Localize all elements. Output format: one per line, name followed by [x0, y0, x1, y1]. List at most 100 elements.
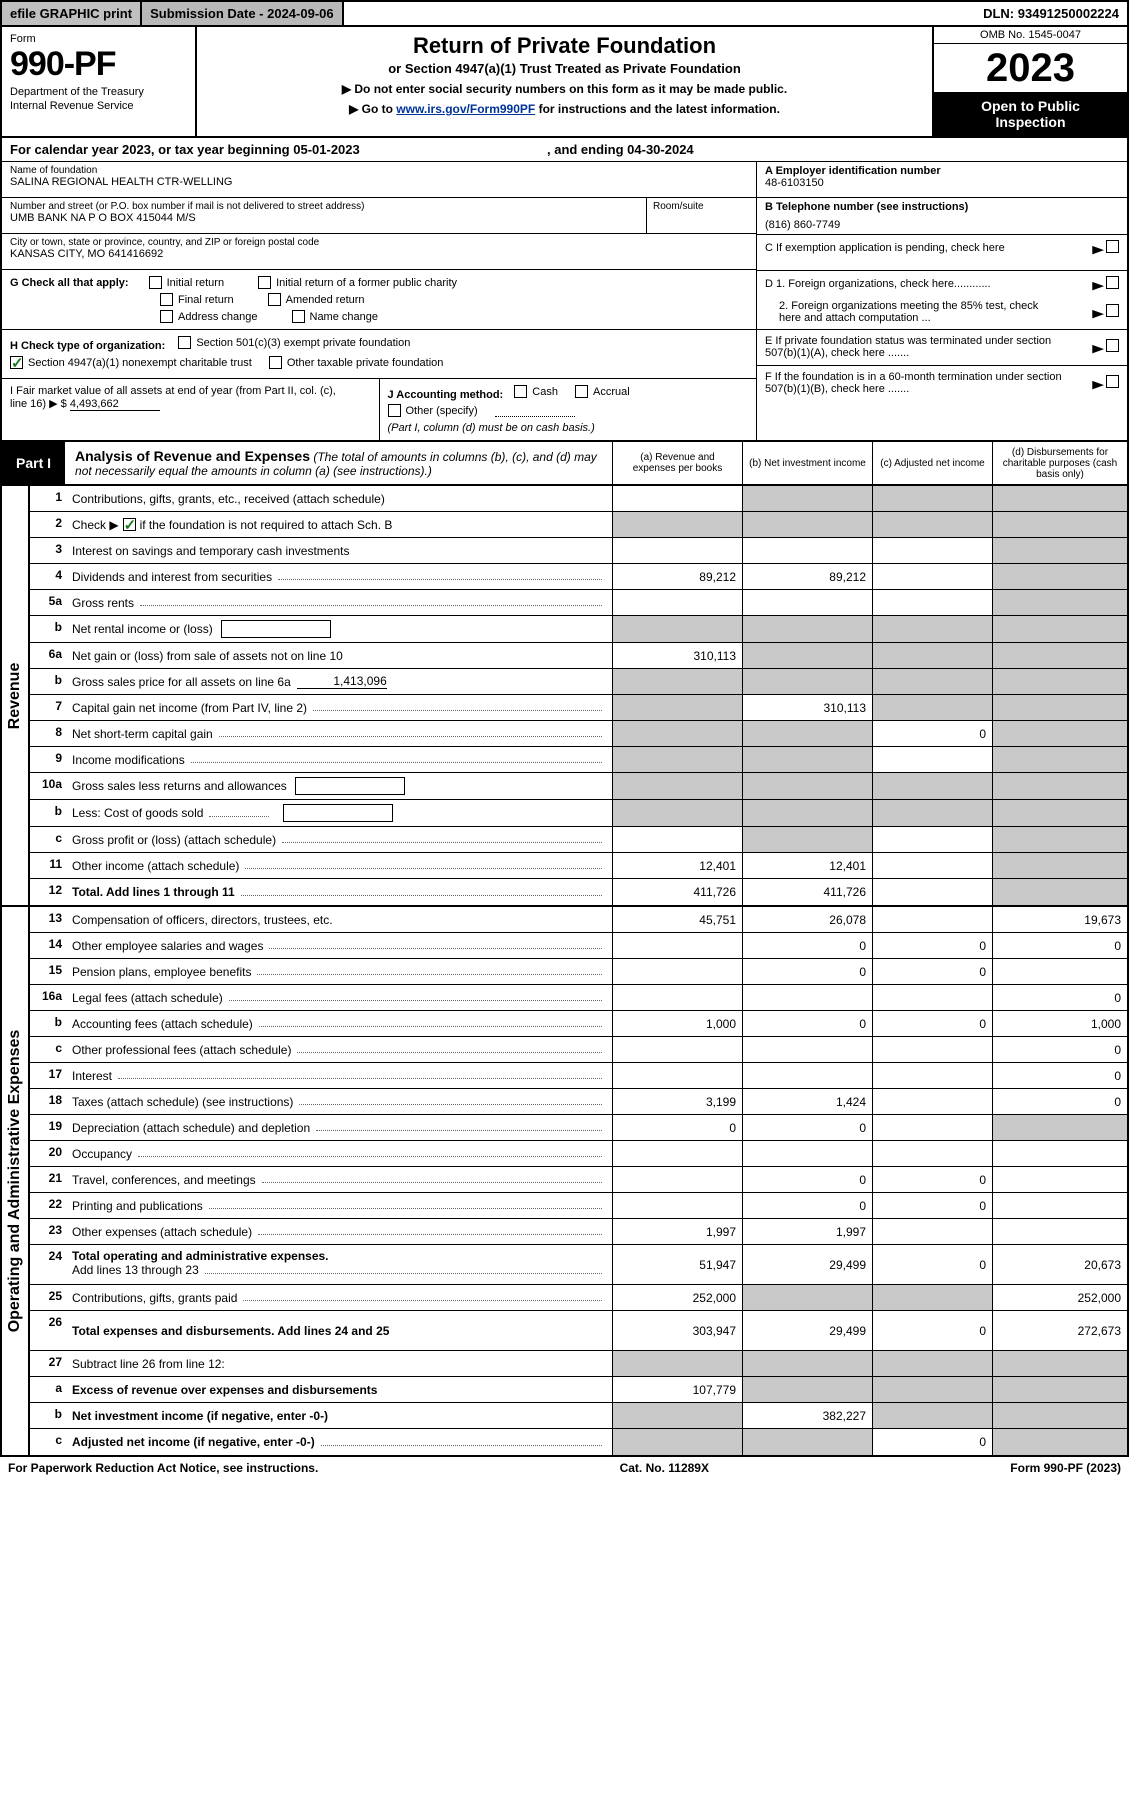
- d2-checkbox[interactable]: [1106, 304, 1119, 317]
- j-accrual[interactable]: Accrual: [575, 385, 630, 398]
- line-desc: Depreciation (attach schedule) and deple…: [68, 1115, 612, 1140]
- line-26: 26 Total expenses and disbursements. Add…: [30, 1311, 1127, 1351]
- cell-c: 0: [872, 721, 992, 746]
- g-address-change[interactable]: Address change: [160, 310, 258, 323]
- line-desc: Accounting fees (attach schedule): [68, 1011, 612, 1036]
- cell-b: [742, 669, 872, 694]
- l27c-text: Adjusted net income (if negative, enter …: [72, 1435, 315, 1449]
- arrow-icon: ▶: [1093, 342, 1105, 355]
- line-27c: c Adjusted net income (if negative, ente…: [30, 1429, 1127, 1455]
- revenue-side-label: Revenue: [2, 486, 30, 905]
- checkbox-icon: [388, 404, 401, 417]
- cell-d: [992, 1429, 1127, 1455]
- g-opt-1: Initial return of a former public charit…: [276, 277, 457, 289]
- line-1: 1 Contributions, gifts, grants, etc., re…: [30, 486, 1127, 512]
- part1-title: Analysis of Revenue and Expenses: [75, 448, 310, 464]
- checkbox-icon: [178, 336, 191, 349]
- g-initial-former[interactable]: Initial return of a former public charit…: [258, 276, 457, 289]
- line-desc: Pension plans, employee benefits: [68, 959, 612, 984]
- h-501c3[interactable]: Section 501(c)(3) exempt private foundat…: [178, 336, 410, 349]
- part1-header: Part I Analysis of Revenue and Expenses …: [0, 442, 1129, 486]
- expenses-table: Operating and Administrative Expenses 13…: [0, 907, 1129, 1457]
- line-num: 5a: [30, 590, 68, 615]
- cell-b: [742, 1037, 872, 1062]
- top-bar: efile GRAPHIC print Submission Date - 20…: [0, 0, 1129, 27]
- g-amended-return[interactable]: Amended return: [268, 293, 365, 306]
- footer-right: Form 990-PF (2023): [1010, 1461, 1121, 1475]
- g-opt-5: Name change: [310, 311, 379, 323]
- line-desc: Travel, conferences, and meetings: [68, 1167, 612, 1192]
- j-opt-3: Other (specify): [406, 405, 478, 417]
- cell-c: [872, 1219, 992, 1244]
- cell-c: 0: [872, 1429, 992, 1455]
- line-num: 11: [30, 853, 68, 878]
- j-other[interactable]: Other (specify): [388, 404, 478, 417]
- page-footer: For Paperwork Reduction Act Notice, see …: [0, 1457, 1129, 1479]
- d1-checkbox[interactable]: [1106, 276, 1119, 289]
- j-label: J Accounting method:: [388, 389, 504, 401]
- line-num: 21: [30, 1167, 68, 1192]
- line-6b: b Gross sales price for all assets on li…: [30, 669, 1127, 695]
- cell-d: [992, 959, 1127, 984]
- col-b-header: (b) Net investment income: [742, 442, 872, 484]
- line-desc: Total expenses and disbursements. Add li…: [68, 1311, 612, 1350]
- i-value: 4,493,662: [70, 398, 160, 411]
- f-checkbox[interactable]: [1106, 375, 1119, 388]
- g-initial-return[interactable]: Initial return: [149, 276, 224, 289]
- l7-text: Capital gain net income (from Part IV, l…: [72, 701, 307, 715]
- d2-text: 2. Foreign organizations meeting the 85%…: [765, 300, 1045, 324]
- line-11: 11 Other income (attach schedule) 12,401…: [30, 853, 1127, 879]
- l5b-box: [221, 620, 331, 638]
- cell-a: [612, 1063, 742, 1088]
- cell-a: 89,212: [612, 564, 742, 589]
- line-9: 9 Income modifications: [30, 747, 1127, 773]
- j-note: (Part I, column (d) must be on cash basi…: [388, 422, 749, 434]
- cell-a: [612, 800, 742, 826]
- line-desc: Gross sales less returns and allowances: [68, 773, 612, 799]
- i-text2: line 16) ▶ $: [10, 398, 67, 410]
- form-title: Return of Private Foundation: [207, 33, 922, 59]
- cell-b: [742, 827, 872, 852]
- checkbox-icon: [160, 293, 173, 306]
- cell-c: 0: [872, 1167, 992, 1192]
- c-checkbox[interactable]: [1106, 240, 1119, 253]
- e-checkbox[interactable]: [1106, 339, 1119, 352]
- arrow-icon: ▶: [1093, 378, 1105, 391]
- j-cash[interactable]: Cash: [514, 385, 558, 398]
- irs-link[interactable]: www.irs.gov/Form990PF: [396, 102, 535, 116]
- form-note-link: ▶ Go to www.irs.gov/Form990PF for instru…: [207, 102, 922, 116]
- revenue-table: Revenue 1 Contributions, gifts, grants, …: [0, 486, 1129, 907]
- cell-b: 1,997: [742, 1219, 872, 1244]
- cell-a: [612, 1037, 742, 1062]
- l5a-text: Gross rents: [72, 596, 134, 610]
- cell-d: [992, 1403, 1127, 1428]
- line-num: 17: [30, 1063, 68, 1088]
- cell-d: [992, 773, 1127, 799]
- schb-checkbox[interactable]: [123, 518, 136, 531]
- cell-c: [872, 643, 992, 668]
- section-i: I Fair market value of all assets at end…: [2, 379, 380, 440]
- line-num: b: [30, 669, 68, 694]
- cell-a: [612, 747, 742, 772]
- submission-date: Submission Date - 2024-09-06: [142, 2, 344, 25]
- note-post: for instructions and the latest informat…: [535, 102, 780, 116]
- checkbox-icon: [514, 385, 527, 398]
- cell-c: 0: [872, 933, 992, 958]
- line-7: 7 Capital gain net income (from Part IV,…: [30, 695, 1127, 721]
- cell-d: 0: [992, 933, 1127, 958]
- line-num: 9: [30, 747, 68, 772]
- line-num: 27: [30, 1351, 68, 1376]
- cell-a: [612, 616, 742, 642]
- cell-d: [992, 1115, 1127, 1140]
- cell-a: [612, 486, 742, 511]
- cell-d: 0: [992, 1037, 1127, 1062]
- l19-text: Depreciation (attach schedule) and deple…: [72, 1121, 310, 1135]
- g-final-return[interactable]: Final return: [160, 293, 234, 306]
- h-4947a1[interactable]: Section 4947(a)(1) nonexempt charitable …: [10, 356, 252, 369]
- efile-badge: efile GRAPHIC print: [2, 2, 142, 25]
- line-desc: Gross profit or (loss) (attach schedule): [68, 827, 612, 852]
- line-8: 8 Net short-term capital gain 0: [30, 721, 1127, 747]
- h-other-taxable[interactable]: Other taxable private foundation: [269, 356, 444, 369]
- g-name-change[interactable]: Name change: [292, 310, 379, 323]
- line-23: 23 Other expenses (attach schedule) 1,99…: [30, 1219, 1127, 1245]
